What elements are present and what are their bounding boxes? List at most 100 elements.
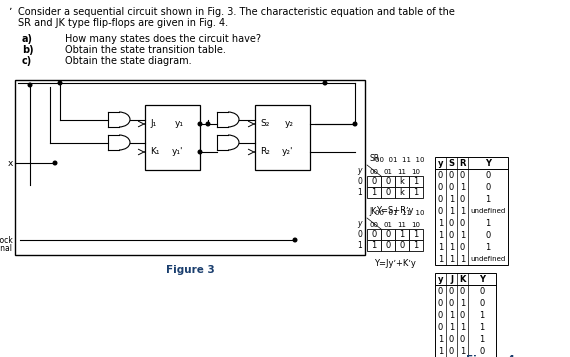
Text: 0: 0 — [449, 171, 454, 180]
Text: y₁: y₁ — [175, 119, 184, 128]
Text: 0: 0 — [486, 182, 491, 191]
Text: 0: 0 — [479, 347, 484, 356]
Text: undefined: undefined — [470, 256, 506, 262]
Text: 01: 01 — [384, 169, 393, 175]
Text: Obtain the state transition table.: Obtain the state transition table. — [65, 45, 226, 55]
Text: 1: 1 — [357, 188, 362, 197]
Text: Y=Jyʼ+Kʼy: Y=Jyʼ+Kʼy — [374, 259, 416, 268]
Circle shape — [28, 83, 32, 87]
Text: undefined: undefined — [470, 208, 506, 214]
Text: 10: 10 — [412, 169, 421, 175]
Text: R: R — [459, 159, 466, 167]
Text: 0: 0 — [438, 195, 443, 203]
Text: 1: 1 — [413, 241, 418, 250]
Text: k: k — [400, 188, 405, 197]
Text: 0: 0 — [460, 218, 465, 227]
Bar — [435, 273, 496, 357]
Text: 1: 1 — [449, 195, 454, 203]
Text: 0: 0 — [385, 230, 390, 239]
Text: x: x — [7, 159, 13, 167]
Text: 1: 1 — [460, 347, 465, 356]
Text: c): c) — [22, 56, 32, 66]
Text: 1: 1 — [479, 335, 484, 343]
Text: 1: 1 — [460, 206, 465, 216]
Bar — [395, 187, 409, 198]
Text: 0: 0 — [357, 177, 362, 186]
Text: 1: 1 — [438, 347, 443, 356]
Circle shape — [293, 238, 297, 242]
Text: 1: 1 — [438, 335, 443, 343]
Circle shape — [353, 122, 357, 126]
Bar — [367, 176, 381, 187]
Text: 0: 0 — [357, 230, 362, 239]
Text: 00: 00 — [369, 169, 378, 175]
Text: 1: 1 — [486, 242, 491, 251]
Text: JK: JK — [369, 207, 376, 216]
Text: y₁': y₁' — [172, 147, 184, 156]
Bar — [381, 240, 395, 251]
Text: k: k — [400, 177, 405, 186]
Text: y: y — [357, 166, 362, 175]
Text: J₁: J₁ — [150, 119, 156, 128]
Text: 0: 0 — [460, 195, 465, 203]
Text: 0: 0 — [372, 230, 377, 239]
Bar — [409, 187, 423, 198]
Text: 0: 0 — [460, 171, 465, 180]
Text: 00  01  11  10: 00 01 11 10 — [376, 210, 425, 216]
Text: 0: 0 — [449, 287, 454, 296]
Text: 0: 0 — [479, 298, 484, 307]
Text: Figure 4: Figure 4 — [466, 355, 515, 357]
Text: Clock: Clock — [0, 236, 13, 245]
Text: 1: 1 — [449, 242, 454, 251]
Text: 0: 0 — [438, 171, 443, 180]
Circle shape — [198, 150, 202, 154]
Bar — [145, 105, 200, 170]
Bar — [367, 187, 381, 198]
Text: 0: 0 — [438, 287, 443, 296]
Text: 0: 0 — [460, 287, 465, 296]
Text: 1: 1 — [372, 188, 377, 197]
Text: 1: 1 — [438, 242, 443, 251]
Bar — [395, 229, 409, 240]
Circle shape — [58, 81, 62, 85]
Text: 1: 1 — [460, 255, 465, 263]
Bar — [395, 240, 409, 251]
Text: 0: 0 — [385, 177, 390, 186]
Text: S: S — [449, 159, 454, 167]
Text: 1: 1 — [460, 322, 465, 332]
Text: 11: 11 — [397, 222, 406, 228]
Text: 0: 0 — [460, 311, 465, 320]
Text: 0: 0 — [438, 182, 443, 191]
Text: 0: 0 — [400, 241, 405, 250]
Text: 0: 0 — [449, 335, 454, 343]
Text: a): a) — [22, 34, 33, 44]
Text: 0: 0 — [438, 206, 443, 216]
Bar — [409, 176, 423, 187]
Text: SR and JK type flip-flops are given in Fig. 4.: SR and JK type flip-flops are given in F… — [18, 18, 228, 28]
Bar — [367, 229, 381, 240]
Text: 0: 0 — [479, 287, 484, 296]
Bar — [255, 105, 310, 170]
Text: 0: 0 — [449, 347, 454, 356]
Bar — [409, 240, 423, 251]
Text: 00: 00 — [369, 222, 378, 228]
Bar — [395, 176, 409, 187]
Text: 0: 0 — [438, 298, 443, 307]
Text: 1: 1 — [479, 311, 484, 320]
Text: 0: 0 — [449, 182, 454, 191]
Text: 0: 0 — [449, 218, 454, 227]
Text: b): b) — [22, 45, 34, 55]
Text: 0: 0 — [460, 242, 465, 251]
Text: 0: 0 — [449, 298, 454, 307]
Text: 1: 1 — [449, 206, 454, 216]
Text: 11: 11 — [397, 169, 406, 175]
Text: SR: SR — [369, 154, 379, 163]
Text: 00  01  11  10: 00 01 11 10 — [376, 157, 425, 163]
Text: 1: 1 — [449, 311, 454, 320]
Text: 01: 01 — [384, 222, 393, 228]
Text: 1: 1 — [400, 230, 405, 239]
Text: 1: 1 — [460, 182, 465, 191]
Text: 0: 0 — [486, 171, 491, 180]
Bar — [435, 157, 508, 265]
Text: 1: 1 — [486, 218, 491, 227]
